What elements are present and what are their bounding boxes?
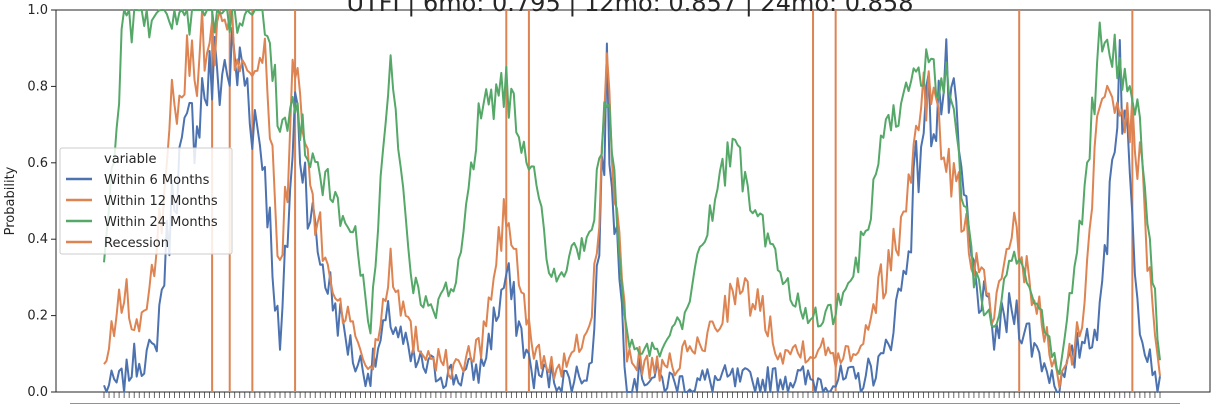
series-line-within-24-months (103, 9, 1161, 375)
y-tick-label: 0.8 (27, 79, 48, 94)
y-axis-label: Probability (3, 166, 18, 235)
y-tick-label: 0.0 (27, 385, 48, 400)
legend-label-within-6-months: Within 6 Months (104, 173, 210, 188)
y-tick-label: 0.4 (27, 232, 48, 247)
y-tick-label: 0.2 (27, 309, 48, 324)
chart-title: UTFI | 6mo: 0.795 | 12mo: 0.857 | 24mo: … (347, 0, 914, 17)
legend-label-recession: Recession (104, 236, 169, 251)
legend: variable Within 6 Months Within 12 Month… (59, 147, 233, 255)
series-line-within-12-months (103, 9, 1161, 389)
legend-box (59, 147, 233, 255)
y-tick-label: 1.0 (27, 3, 48, 18)
legend-label-within-12-months: Within 12 Months (104, 194, 218, 209)
plot-area (55, 9, 1211, 404)
series-line-within-6-months (103, 26, 1161, 393)
y-axis: 0.0 0.2 0.4 0.6 0.8 1.0 (27, 3, 56, 400)
series-lines (103, 9, 1161, 393)
legend-title: variable (104, 152, 156, 167)
x-minor-ticks (70, 392, 1180, 404)
y-tick-label: 0.6 (27, 156, 48, 171)
legend-label-within-24-months: Within 24 Months (104, 215, 218, 230)
